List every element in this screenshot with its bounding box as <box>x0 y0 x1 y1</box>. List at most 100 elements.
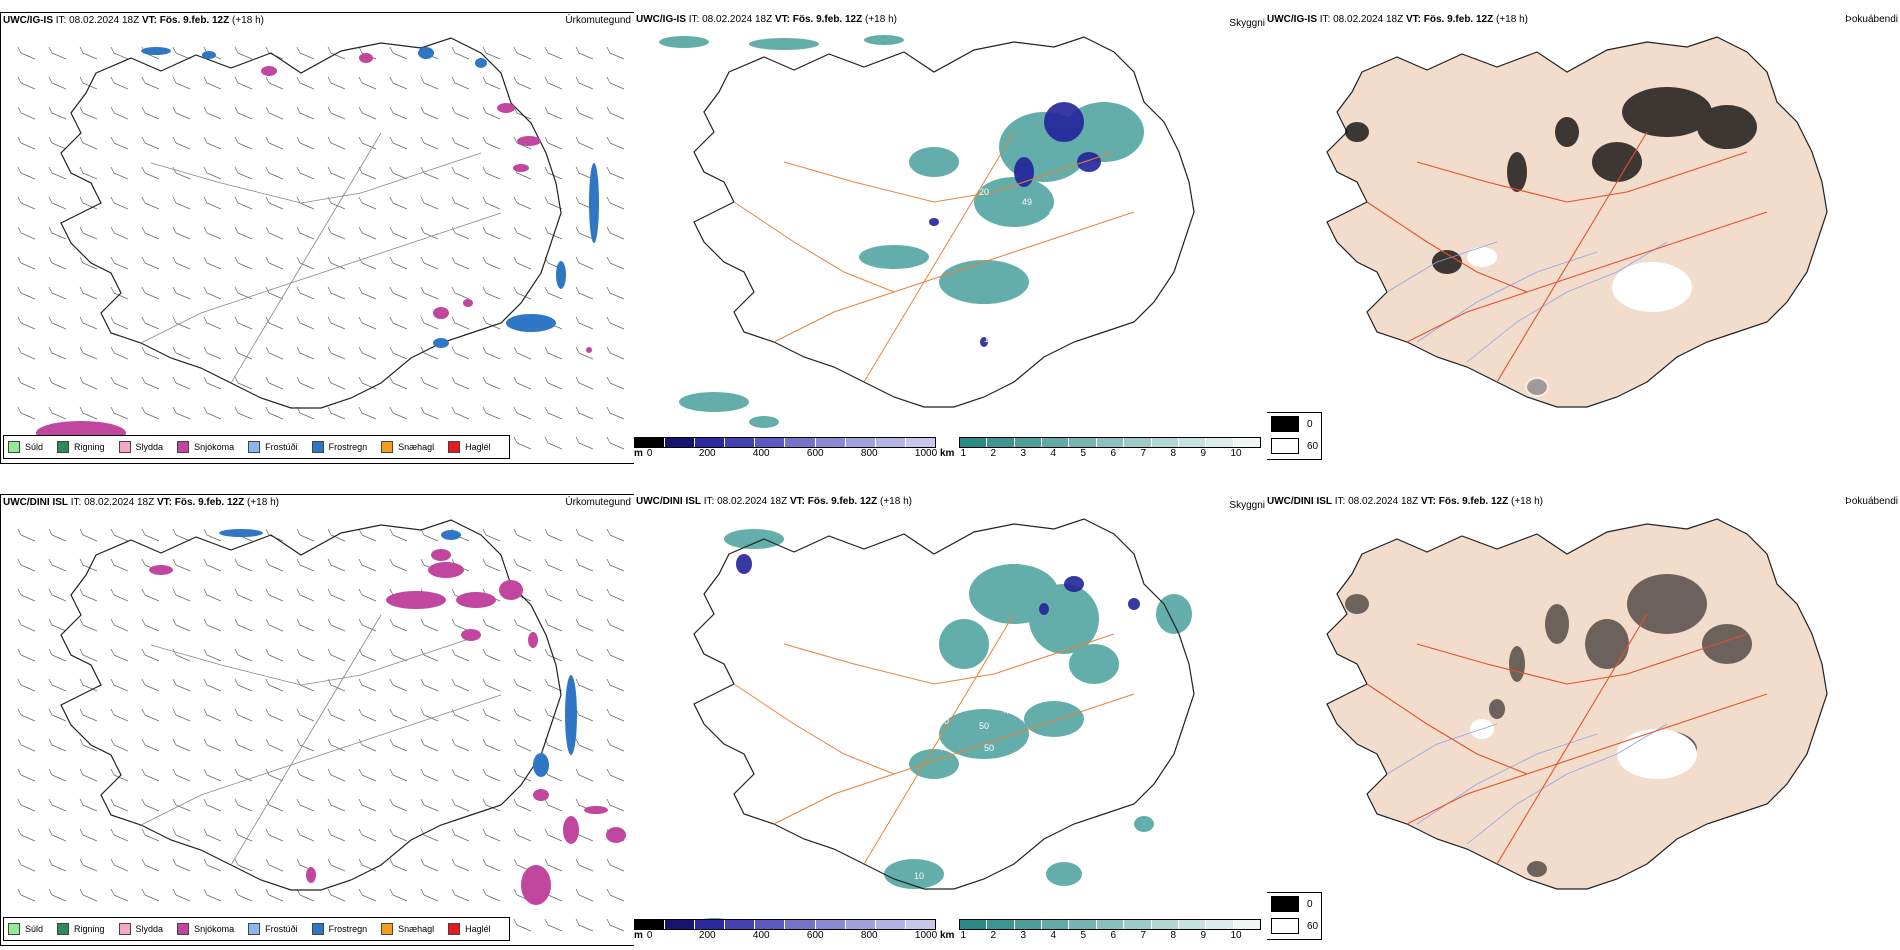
wind-barb <box>358 528 377 542</box>
wind-barb <box>234 136 253 150</box>
colorbar-cell <box>1206 920 1234 929</box>
visibility-colorbar <box>959 437 1261 448</box>
wind-barb <box>575 618 594 632</box>
fog-legend-item: 0 <box>1267 893 1321 915</box>
wind-barb <box>575 346 594 360</box>
wind-barb <box>48 166 67 180</box>
wind-barb <box>327 528 346 542</box>
iceland-coastline <box>693 36 1195 408</box>
wind-barb <box>79 106 98 120</box>
wind-barb <box>575 558 594 572</box>
panel-type-label: Skyggni <box>1229 500 1265 511</box>
wind-barb <box>358 376 377 390</box>
wind-barb <box>358 256 377 270</box>
colorbar-cell <box>665 438 696 447</box>
wind-barb <box>358 828 377 842</box>
wind-barb <box>265 136 284 150</box>
wind-barb <box>296 888 315 902</box>
wind-barb <box>141 106 160 120</box>
wind-barb <box>48 226 67 240</box>
wind-barb <box>544 918 563 932</box>
wind-barb <box>575 918 594 932</box>
colorbar-cell <box>755 438 786 447</box>
wind-barb <box>544 828 563 842</box>
wind-barb <box>389 888 408 902</box>
colorbar-cell <box>785 438 816 447</box>
wind-barb <box>110 708 129 722</box>
cloud-base-label: 40 <box>1004 706 1014 716</box>
wind-barb <box>327 256 346 270</box>
legend-item: Snæhagl <box>381 441 434 453</box>
wind-barb <box>513 256 532 270</box>
wind-barb <box>265 888 284 902</box>
wind-barb <box>265 798 284 812</box>
precip-type-panel-top: UWC/IG-IS IT: 08.02.2024 18Z VT: Fös. 9.… <box>0 12 636 464</box>
wind-barb <box>203 316 222 330</box>
wind-barb <box>203 768 222 782</box>
wind-barb <box>327 316 346 330</box>
wind-barb <box>110 376 129 390</box>
wind-barb <box>420 618 439 632</box>
wind-barb <box>110 738 129 752</box>
wind-barb <box>172 196 191 210</box>
wind-barb <box>482 406 501 420</box>
wind-barb <box>451 678 470 692</box>
cloud-base-ticks: m 0 200 400 600 800 1000 <box>634 930 938 941</box>
wind-barb <box>48 738 67 752</box>
wind-barb <box>482 888 501 902</box>
wind-barb <box>358 226 377 240</box>
wind-barb <box>172 136 191 150</box>
wind-barb <box>234 738 253 752</box>
wind-barb <box>48 588 67 602</box>
wind-barb <box>544 708 563 722</box>
wind-barb <box>110 768 129 782</box>
wind-barb <box>141 618 160 632</box>
wind-barb <box>420 678 439 692</box>
wind-barb <box>358 346 377 360</box>
wind-barb <box>79 648 98 662</box>
wind-barb <box>513 406 532 420</box>
wind-barb <box>234 406 253 420</box>
wind-barb <box>48 678 67 692</box>
model-name: UWC/DINI ISL <box>636 496 701 507</box>
visibility-colorbar <box>959 919 1261 930</box>
legend-item: Haglél <box>448 441 491 453</box>
wind-barb <box>296 708 315 722</box>
wind-barb <box>17 648 36 662</box>
wind-barb <box>172 528 191 542</box>
wind-barb <box>234 226 253 240</box>
cloud-base-label: 50 <box>984 743 994 753</box>
legend-item: Snjókoma <box>177 923 234 935</box>
cloud-map-bottom: 720 250 10 30 50 40 50 10 <box>693 518 1195 930</box>
wind-barb <box>606 46 625 60</box>
wind-barb <box>234 768 253 782</box>
wind-barb <box>513 286 532 300</box>
wind-barb <box>544 286 563 300</box>
wind-barb <box>358 406 377 420</box>
wind-barb <box>110 648 129 662</box>
wind-barb <box>203 888 222 902</box>
wind-barb <box>389 76 408 90</box>
wind-barb <box>79 166 98 180</box>
wind-barb <box>79 256 98 270</box>
wind-barb <box>513 618 532 632</box>
wind-barb <box>513 46 532 60</box>
wind-barb <box>203 166 222 180</box>
wind-barb <box>389 618 408 632</box>
wind-barb <box>17 888 36 902</box>
wind-barb <box>358 888 377 902</box>
wind-barb <box>358 316 377 330</box>
wind-barb <box>451 738 470 752</box>
wind-barb <box>17 376 36 390</box>
wind-barb <box>389 798 408 812</box>
wind-barb <box>327 768 346 782</box>
visibility-ticks: km 1 2 3 4 5 6 7 8 9 10 <box>940 448 1242 459</box>
wind-barb <box>327 166 346 180</box>
wind-barb <box>389 858 408 872</box>
legend-item: Haglél <box>448 923 491 935</box>
wind-barb <box>79 528 98 542</box>
wind-barb <box>327 46 346 60</box>
wind-barb <box>17 286 36 300</box>
wind-barb <box>327 798 346 812</box>
wind-barb <box>141 798 160 812</box>
